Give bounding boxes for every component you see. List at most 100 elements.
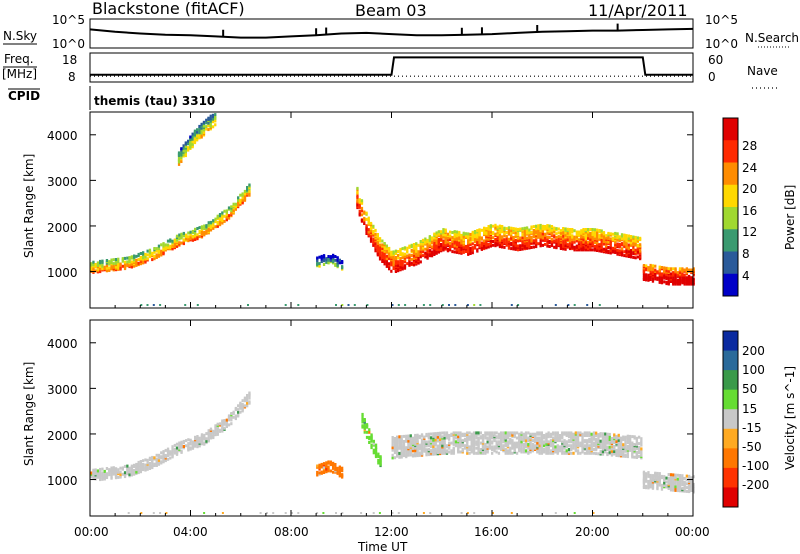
echo-cell <box>336 256 339 260</box>
echo-cell <box>153 456 156 460</box>
echo-cell <box>320 462 323 466</box>
echo-cell <box>462 250 465 254</box>
echo-cell <box>441 439 444 443</box>
echo-cell <box>619 449 623 453</box>
echo-cell <box>459 431 462 435</box>
echo-cell <box>237 404 240 408</box>
echo-cell <box>532 229 535 232</box>
echo-cell <box>332 461 335 465</box>
echo-cell <box>692 482 695 486</box>
echo-cell <box>619 446 623 450</box>
echo-cell <box>622 450 625 454</box>
echo-cell <box>320 470 323 474</box>
echo-cell <box>221 419 224 423</box>
echo-cell <box>436 435 439 439</box>
power-cbar-tick-16: 16 <box>742 204 757 218</box>
echo-cell <box>464 234 468 238</box>
echo-cell <box>246 399 249 403</box>
echo-cell <box>538 448 541 451</box>
echo-cell <box>105 472 109 476</box>
echo-cell <box>207 429 210 433</box>
echo-cell <box>148 248 152 252</box>
echo-cell <box>632 250 635 254</box>
echo-cell <box>133 468 136 472</box>
echo-cell <box>537 224 540 228</box>
echo-cell <box>171 239 174 243</box>
echo-cell <box>396 438 399 442</box>
echo-cell <box>538 439 541 443</box>
echo-cell <box>443 431 446 435</box>
echo-cell <box>218 428 222 432</box>
echo-cell <box>166 457 170 461</box>
echo-cell <box>185 237 188 241</box>
echo-cell <box>489 224 492 228</box>
echo-cell <box>162 242 165 246</box>
echo-cell <box>153 247 156 250</box>
echo-cell <box>584 245 587 249</box>
echo-cell <box>442 247 445 251</box>
echo-cell <box>593 228 597 232</box>
echo-cell <box>448 450 451 454</box>
echo-cell <box>372 240 375 244</box>
echo-cell <box>454 431 458 435</box>
echo-cell <box>209 427 213 431</box>
echo-cell <box>645 264 648 268</box>
echo-cell <box>445 431 449 435</box>
colorbar-segment <box>723 207 738 230</box>
echo-cell <box>234 202 237 206</box>
echo-cell <box>685 489 688 493</box>
echo-cell <box>428 244 431 247</box>
echo-cell <box>412 260 416 264</box>
echo-cell <box>617 433 620 437</box>
echo-cell <box>602 234 606 238</box>
echo-cell <box>494 223 497 227</box>
echo-cell <box>491 445 494 449</box>
echo-cell <box>632 235 635 239</box>
echo-cell <box>554 445 557 449</box>
echo-cell <box>421 238 425 242</box>
echo-cell <box>198 133 201 137</box>
echo-cell <box>368 428 371 432</box>
echo-cell <box>582 235 585 239</box>
echo-cell <box>484 442 487 446</box>
echo-cell <box>358 203 361 207</box>
echo-cell <box>133 264 136 268</box>
echo-cell <box>583 434 586 437</box>
echo-cell <box>580 247 583 251</box>
echo-cell <box>640 437 643 441</box>
echo-cell <box>500 431 503 435</box>
echo-cell <box>329 469 332 473</box>
echo-cell <box>164 247 167 251</box>
velocity-colorbar-frame <box>722 330 739 508</box>
echo-cell <box>484 445 487 449</box>
echo-cell <box>573 229 576 233</box>
echo-cell <box>397 264 400 268</box>
echo-cell <box>200 433 204 437</box>
echo-cell <box>557 237 560 241</box>
echo-cell <box>205 127 208 131</box>
echo-cell <box>365 217 368 221</box>
echo-cell <box>572 432 575 436</box>
echo-cell <box>571 240 574 244</box>
echo-cell <box>468 445 471 449</box>
echo-cell <box>128 256 131 260</box>
echo-cell <box>555 236 558 239</box>
echo-cell <box>505 227 508 231</box>
echo-cell <box>419 245 422 249</box>
xtick-0400: 04:00 <box>173 525 208 539</box>
echo-cell <box>203 224 206 228</box>
echo-cell <box>148 461 152 465</box>
echo-cell <box>583 451 586 455</box>
echo-cell <box>358 212 361 216</box>
echo-cell <box>466 444 469 448</box>
echo-cell <box>651 270 655 274</box>
echo-cell <box>135 470 138 474</box>
echo-cell <box>214 217 217 221</box>
echo-cell <box>417 250 420 254</box>
echo-cell <box>393 437 397 440</box>
echo-cell <box>178 237 181 241</box>
echo-cell <box>493 431 496 435</box>
echo-cell <box>509 446 512 450</box>
echo-cell <box>598 304 601 306</box>
echo-cell <box>631 435 634 439</box>
